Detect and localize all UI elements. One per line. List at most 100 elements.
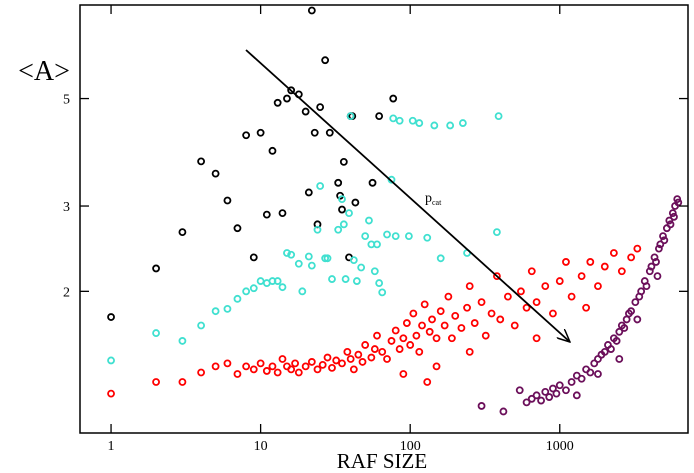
point <box>389 114 398 123</box>
point <box>304 252 313 261</box>
point <box>567 292 576 301</box>
point <box>178 337 187 345</box>
point <box>294 368 303 377</box>
point <box>620 324 629 332</box>
point <box>541 282 550 291</box>
point <box>586 368 595 377</box>
point <box>273 98 282 107</box>
point <box>301 362 310 371</box>
point <box>633 244 642 253</box>
point <box>463 303 471 312</box>
point <box>631 298 640 307</box>
point <box>249 253 258 262</box>
point <box>549 384 557 393</box>
point <box>152 264 160 273</box>
point <box>107 356 115 365</box>
point <box>627 307 636 316</box>
point <box>328 363 336 372</box>
point <box>399 370 408 378</box>
point <box>334 225 343 234</box>
point <box>242 362 251 371</box>
point <box>409 309 418 318</box>
point <box>367 353 376 362</box>
y-tick-label: 3 <box>63 200 70 215</box>
point <box>572 391 581 400</box>
point <box>674 198 683 207</box>
point <box>370 345 379 353</box>
point <box>555 381 564 390</box>
point <box>668 209 677 218</box>
point <box>627 253 636 262</box>
point <box>532 298 541 307</box>
point <box>352 277 361 285</box>
point <box>323 353 332 362</box>
point <box>223 359 232 368</box>
point <box>283 249 291 257</box>
point <box>487 309 496 318</box>
point <box>233 224 242 233</box>
point <box>652 258 660 266</box>
point <box>418 321 426 330</box>
point <box>522 303 531 312</box>
point <box>378 347 387 356</box>
point <box>447 334 456 343</box>
point <box>307 261 316 270</box>
point <box>387 175 396 184</box>
point <box>609 249 618 257</box>
point <box>307 6 316 15</box>
point <box>357 263 366 272</box>
point <box>637 287 646 296</box>
point <box>197 157 206 166</box>
point <box>354 350 363 359</box>
point <box>673 195 682 204</box>
point <box>458 119 467 127</box>
point <box>383 230 391 239</box>
x-axis-label: RAF SIZE <box>337 449 427 473</box>
point <box>223 304 232 313</box>
point <box>343 347 352 356</box>
point <box>211 169 220 178</box>
point <box>440 321 449 330</box>
point <box>423 378 432 386</box>
point <box>256 128 265 137</box>
point <box>665 216 674 225</box>
point <box>301 107 310 116</box>
point <box>341 275 350 283</box>
point <box>287 250 296 259</box>
point <box>549 309 557 318</box>
point <box>294 259 303 268</box>
point <box>378 288 387 297</box>
annotation: pcat <box>425 191 442 207</box>
point <box>316 182 325 190</box>
point <box>291 359 299 368</box>
point <box>304 188 313 197</box>
point <box>477 402 486 410</box>
point <box>249 365 258 374</box>
point <box>368 178 377 187</box>
point <box>465 282 474 291</box>
point <box>268 146 277 155</box>
point <box>273 368 282 377</box>
point <box>660 236 669 245</box>
point <box>582 303 591 312</box>
point <box>650 253 659 262</box>
point <box>594 370 602 378</box>
point <box>503 292 512 301</box>
point <box>178 228 187 237</box>
point <box>328 275 336 283</box>
point <box>612 337 621 345</box>
point <box>423 233 432 242</box>
y-axis-label: <A> <box>18 56 70 87</box>
point <box>332 356 341 365</box>
point <box>325 128 334 137</box>
point <box>600 347 609 356</box>
point <box>152 378 160 386</box>
point <box>339 220 348 229</box>
point <box>577 272 586 281</box>
point <box>406 341 415 349</box>
point <box>446 121 455 130</box>
point <box>590 359 599 368</box>
point <box>436 307 445 316</box>
point <box>375 112 384 120</box>
point <box>262 210 271 219</box>
